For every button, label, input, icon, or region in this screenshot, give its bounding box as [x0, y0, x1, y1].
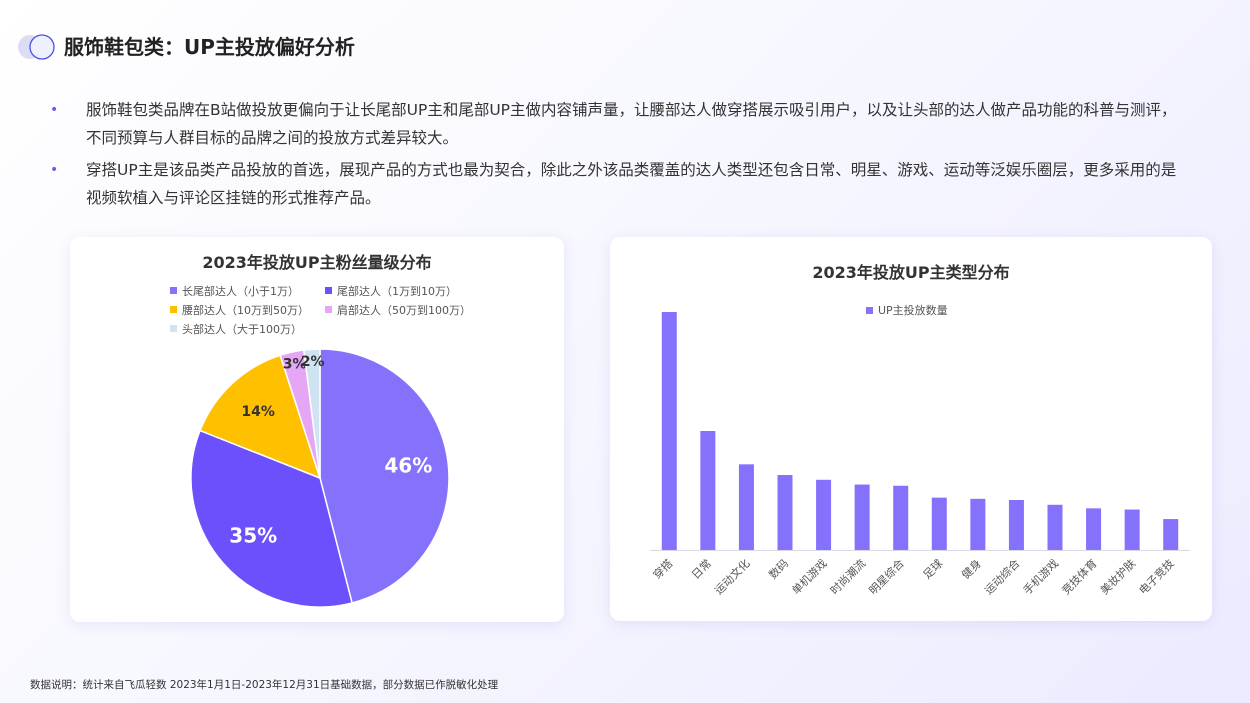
- x-tick-label: 穿搭: [650, 556, 675, 581]
- pie-data-label: 46%: [384, 453, 432, 477]
- pie-legend-item: 尾部达人（1万到10万）: [325, 282, 495, 299]
- pie-slice: [190, 429, 353, 608]
- bar: [700, 431, 716, 550]
- footer-note: 数据说明：统计来自飞瓜轻数 2023年1月1日-2023年12月31日基础数据，…: [30, 679, 499, 691]
- bar: [816, 479, 832, 550]
- x-tick-label: 明星综合: [866, 556, 907, 597]
- x-tick-label: 竞技体育: [1059, 556, 1100, 597]
- x-tick-label: 单机游戏: [789, 556, 830, 597]
- bar-legend-swatch: [866, 306, 873, 314]
- pie-legend-item: 长尾部达人（小于1万）: [170, 282, 325, 299]
- bar: [777, 475, 793, 550]
- bar: [970, 498, 986, 550]
- bar-chart-title: 2023年投放UP主类型分布: [812, 263, 1010, 282]
- bar: [1124, 509, 1140, 550]
- bullet-text: 穿搭UP主是该品类产品投放的首选，展现产品的方式也最为契合，除此之外该品类覆盖的…: [86, 161, 1177, 207]
- x-tick-label: 日常: [689, 557, 714, 582]
- pie-legend-swatch: [170, 287, 177, 294]
- x-tick-label: 电子竞技: [1136, 556, 1177, 597]
- bullet-dot: •: [50, 102, 59, 118]
- bar: [1008, 500, 1024, 550]
- bar-legend: UP主投放数量: [866, 302, 948, 318]
- x-tick-label: 运动文化: [712, 556, 753, 597]
- bar: [1047, 504, 1063, 550]
- pie-data-label: 3%: [283, 357, 307, 373]
- x-tick-label: 健身: [959, 556, 984, 581]
- x-tick-label: 数码: [766, 557, 791, 582]
- x-tick-label: 运动综合: [982, 556, 1023, 597]
- bullet-text: 服饰鞋包类品牌在B站做投放更偏向于让长尾部UP主和尾部UP主做内容铺声量，让腰部…: [86, 101, 1177, 147]
- header-logo-icon: [18, 34, 55, 60]
- pie-legend-label: 头部达人（大于100万）: [182, 322, 302, 336]
- bar: [1163, 519, 1179, 550]
- pie-chart: 46% 35% 14% 3%2%: [190, 348, 450, 608]
- pie-legend-label: 肩部达人（50万到100万）: [337, 303, 471, 317]
- x-tick-label: 手机游戏: [1020, 556, 1061, 597]
- pie-data-label: 2%: [301, 354, 325, 370]
- bar-legend-label: UP主投放数量: [878, 304, 948, 317]
- pie-legend-label: 尾部达人（1万到10万）: [337, 284, 457, 298]
- pie-data-label: 35%: [229, 523, 277, 547]
- pie-data-label: 14%: [241, 404, 275, 420]
- pie-slice: [319, 348, 450, 604]
- pie-legend-swatch: [325, 306, 332, 313]
- bullet-item: • 服饰鞋包类品牌在B站做投放更偏向于让长尾部UP主和尾部UP主做内容铺声量，让…: [50, 96, 1180, 152]
- pie-legend-swatch: [325, 287, 332, 294]
- pie-slice: [302, 348, 321, 479]
- bar: [1086, 508, 1102, 550]
- bullet-item: • 穿搭UP主是该品类产品投放的首选，展现产品的方式也最为契合，除此之外该品类覆…: [50, 156, 1180, 212]
- pie-legend-swatch: [170, 306, 177, 313]
- pie-legend-label: 长尾部达人（小于1万）: [182, 284, 299, 298]
- pie-legend-item: 腰部达人（10万到50万）: [170, 301, 325, 318]
- bar: [893, 485, 909, 550]
- page-title: 服饰鞋包类：UP主投放偏好分析: [64, 35, 355, 59]
- x-tick-label: 美妆护肤: [1097, 556, 1138, 597]
- pie-legend-swatch: [170, 325, 177, 332]
- bar: [661, 312, 677, 550]
- pie-legend-item: 肩部达人（50万到100万）: [325, 301, 495, 318]
- pie-chart-title: 2023年投放UP主粉丝量级分布: [202, 253, 432, 272]
- pie-legend-label: 腰部达人（10万到50万）: [182, 303, 309, 317]
- bar: [931, 497, 947, 550]
- bullet-dot: •: [50, 162, 59, 178]
- fan-level-pie-card: 2023年投放UP主粉丝量级分布 长尾部达人（小于1万） 尾部达人（1万到10万）…: [70, 237, 564, 622]
- x-tick-label: 足球: [920, 556, 945, 581]
- up-type-bar-card: 2023年投放UP主类型分布 UP主投放数量 穿搭 日常 运动文化 数码 单机游戏 时尚潮…: [610, 237, 1212, 621]
- x-tick-label: 时尚潮流: [827, 556, 868, 597]
- pie-legend-item: 头部达人（大于100万）: [170, 320, 325, 337]
- bar: [854, 484, 870, 550]
- intro-bullets: • 服饰鞋包类品牌在B站做投放更偏向于让长尾部UP主和尾部UP主做内容铺声量，让…: [50, 96, 1180, 216]
- pie-legend: 长尾部达人（小于1万） 尾部达人（1万到10万） 腰部达人（10万到50万） 肩部达人…: [170, 282, 500, 337]
- bar: [738, 464, 754, 550]
